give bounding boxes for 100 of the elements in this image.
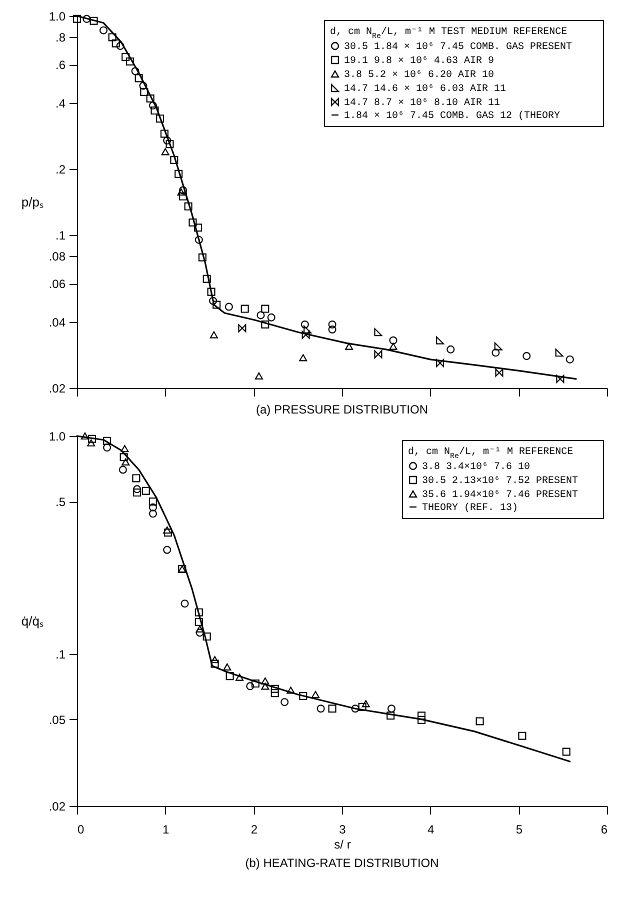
point: [196, 625, 204, 633]
x-tick-label: 0: [78, 822, 84, 836]
point: [132, 474, 140, 482]
point: [194, 236, 203, 244]
point: [194, 224, 202, 232]
legend-label: 1.84 × 10⁶ 7.45 COMB. GAS 12 (THEORY: [344, 110, 560, 122]
point: [299, 354, 308, 362]
y-tick-label: .02: [48, 382, 66, 396]
x-tick-label: 6: [600, 822, 608, 836]
point: [386, 712, 395, 720]
point: [254, 372, 263, 380]
point: [202, 632, 211, 641]
point: [345, 342, 354, 350]
y-tick-label: 1.0: [48, 430, 66, 444]
point: [148, 510, 157, 518]
point: [148, 498, 157, 506]
legend-label: 30.5 1.84 × 10⁶ 7.45 COMB. GAS PRESENT: [344, 42, 572, 53]
point: [518, 732, 526, 740]
point: [226, 672, 234, 680]
x-tick-label: 2: [250, 822, 258, 836]
point: [417, 712, 426, 720]
point: [126, 57, 134, 66]
point: [118, 466, 127, 474]
point: [99, 26, 108, 34]
point: [178, 192, 188, 200]
point: [304, 325, 312, 334]
legend-title: d, cm N$_{Re}$/L, m⁻¹ M TEST MEDIUM REFERENCE: [330, 26, 568, 41]
point: [299, 692, 308, 700]
point: [374, 350, 382, 358]
point: [270, 689, 279, 698]
point: [194, 618, 203, 626]
point: [389, 336, 398, 344]
text: (b) HEATING-RATE DISTRIBUTION: [245, 856, 439, 870]
point: [387, 704, 396, 713]
y-tick-label: .4: [55, 96, 66, 111]
y-tick-label: .6: [55, 58, 66, 72]
point: [495, 368, 504, 377]
point: [103, 436, 112, 445]
point: [362, 700, 370, 708]
point: [163, 526, 172, 534]
point: [122, 52, 130, 61]
point: [492, 348, 500, 357]
legend-label: 3.8 3.4×10⁶ 7.6 10: [422, 462, 530, 473]
point: [351, 704, 360, 713]
y-tick-label: .8: [55, 30, 66, 45]
point: [161, 148, 170, 156]
legend-label: 35.6 1.94×10⁶ 7.46 PRESENT: [422, 490, 578, 501]
point: [251, 680, 260, 688]
point: [194, 608, 203, 616]
point: [246, 682, 254, 690]
point: [142, 486, 150, 495]
point: [174, 170, 183, 178]
point: [555, 348, 564, 357]
point: [280, 698, 289, 706]
legend-title: d, cm N$_{Re}$/L, m⁻¹ M REFERENCE: [408, 446, 574, 461]
point: [556, 374, 564, 383]
point: [316, 704, 325, 713]
point: [358, 702, 366, 711]
x-tick-label: 3: [339, 822, 346, 836]
point: [177, 188, 186, 196]
point: [170, 156, 178, 164]
point: [417, 716, 426, 724]
point: [72, 14, 82, 23]
legend-label: 14.7 8.7 × 10⁶ 8.10 AIR 11: [344, 98, 500, 109]
y-tick-label: 1.0: [48, 10, 66, 24]
x-axis-title: s/ r: [334, 838, 351, 852]
point: [122, 458, 130, 466]
point: [188, 218, 197, 227]
point: [261, 320, 270, 329]
y-tick-label: .02: [48, 800, 66, 814]
point: [202, 274, 211, 283]
point: [82, 14, 91, 23]
x-tick-label: 1: [162, 822, 170, 836]
y-tick-label: .04: [48, 316, 66, 330]
point: [133, 488, 142, 497]
point: [328, 320, 336, 328]
point: [224, 302, 233, 311]
point: [270, 684, 279, 693]
point: [134, 74, 143, 82]
point: [300, 320, 309, 328]
legend-label: 14.7 14.6 × 10⁶ 6.03 AIR 11: [344, 84, 506, 95]
point: [80, 432, 89, 440]
point: [256, 311, 265, 320]
point: [436, 336, 444, 344]
point: [210, 331, 218, 338]
point: [160, 130, 168, 138]
point: [436, 359, 444, 368]
point: [180, 600, 189, 608]
point: [133, 485, 142, 494]
y-tick-label: .1: [55, 647, 66, 662]
point: [238, 324, 246, 332]
point: [163, 546, 172, 554]
point: [240, 304, 249, 313]
point: [209, 296, 218, 305]
point: [212, 300, 221, 309]
point: [374, 328, 382, 336]
point: [120, 445, 129, 452]
y-tick-label: .08: [48, 250, 66, 264]
point: [90, 16, 98, 25]
point: [476, 717, 484, 726]
